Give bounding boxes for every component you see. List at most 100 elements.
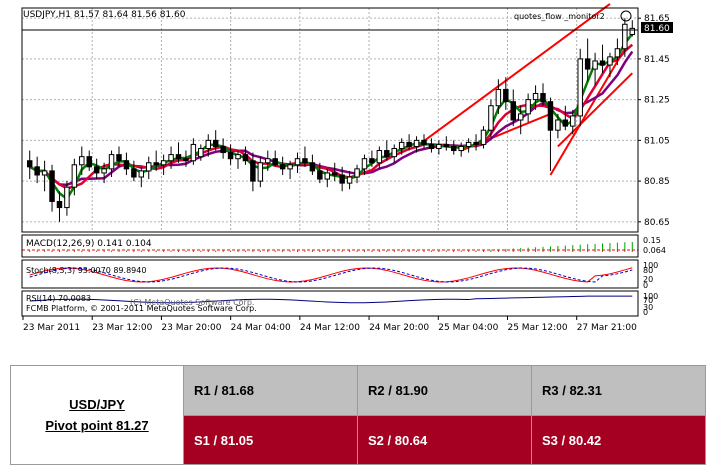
candle: [622, 23, 628, 50]
candle: [436, 143, 442, 150]
stoch-main: [29, 267, 633, 283]
time-tick-label: 23 Mar 12:00: [92, 323, 152, 333]
candle: [294, 158, 301, 166]
candle: [570, 115, 576, 127]
price-tick-label: 80.85: [644, 177, 670, 187]
indicator-tick-label: 80: [643, 266, 653, 275]
candle: [391, 148, 397, 158]
candle: [309, 162, 316, 172]
candle: [525, 99, 531, 115]
stoch-signal: [29, 267, 633, 283]
candle: [212, 139, 219, 147]
indicator-tick-label: 0.064: [643, 246, 666, 255]
candle: [517, 113, 524, 121]
candle: [56, 200, 63, 209]
candle: [146, 162, 152, 172]
candle: [532, 93, 539, 101]
candle: [198, 148, 204, 158]
candle: [458, 145, 464, 152]
candle: [138, 170, 145, 178]
indicator-tick-label: 100: [643, 261, 658, 270]
candle: [428, 143, 435, 150]
candle: [287, 164, 293, 170]
s2-cell: S2 / 80.64: [357, 415, 532, 465]
candle: [577, 58, 583, 117]
clock-icon: [620, 10, 632, 22]
candle: [131, 168, 137, 178]
panel-frame: [21, 7, 639, 233]
moving-averages: [29, 33, 634, 201]
candle: [26, 160, 33, 168]
candles: [26, 18, 636, 222]
candle: [183, 158, 189, 162]
time-tick-label: 24 Mar 04:00: [231, 323, 291, 333]
time-tick-label: 25 Mar 04:00: [438, 323, 498, 333]
candle: [41, 170, 48, 176]
rsi-label: RSI(14) 70.0083: [26, 294, 91, 303]
candle: [592, 60, 598, 70]
indicator-tick-label: 30: [643, 303, 653, 312]
candle: [317, 170, 323, 180]
candle: [220, 145, 226, 154]
chart-header: USDJPY,H1 81.57 81.64 81.56 81.60: [23, 10, 186, 20]
candle: [480, 129, 487, 145]
candle: [79, 156, 85, 166]
price-tick-label: 81.25: [644, 96, 670, 106]
candle: [302, 158, 308, 164]
watermark: (C) MetaQuotes Software Corp.: [130, 298, 254, 307]
candle: [413, 139, 420, 147]
time-tick-label: 24 Mar 20:00: [369, 323, 429, 333]
candle: [406, 141, 412, 147]
indicator-tick-label: 0: [643, 281, 648, 290]
candle: [510, 101, 516, 121]
price-tick-label: 80.65: [644, 218, 670, 228]
r2-cell: R2 / 81.90: [357, 365, 532, 416]
candle: [242, 154, 249, 162]
ma-line: [29, 33, 634, 201]
indicator-tick-label: 0: [643, 308, 648, 317]
candle: [86, 156, 92, 168]
candle: [175, 154, 182, 160]
candle: [465, 141, 472, 147]
candle: [614, 48, 621, 58]
candle: [346, 176, 353, 184]
candle: [421, 139, 427, 145]
candle: [93, 166, 100, 174]
pivot-table: USD/JPY Pivot point 81.27 R1 / 81.68 R2 …: [10, 365, 706, 465]
price-tick-label: 81.65: [644, 14, 670, 24]
chart-svg[interactable]: 81.65 81.45 81.25 81.05 80.85 80.65 0.150.064 1…: [0, 0, 719, 345]
candle: [279, 164, 286, 170]
trendline: [415, 3, 611, 148]
candle: [123, 160, 130, 170]
s1-cell: S1 / 81.05: [183, 415, 358, 465]
price-chart[interactable]: 81.65 81.45 81.25 81.05 80.85 80.65 0.15 0.064 1…: [0, 0, 719, 345]
pair-name: USD/JPY: [69, 397, 125, 412]
indicator-label: quotes_flow _monitor2: [514, 12, 605, 21]
candle: [361, 158, 368, 170]
candle: [250, 160, 256, 182]
candle: [599, 60, 606, 66]
candle: [369, 158, 375, 164]
indicator-tick-label: 0.15: [643, 236, 661, 245]
panel-frames: [21, 7, 639, 317]
indicator-tick-label: 100: [643, 292, 658, 301]
candle: [547, 101, 554, 131]
candle: [160, 160, 167, 166]
r1-cell: R1 / 81.68: [183, 365, 358, 416]
candle: [540, 93, 546, 103]
time-axis: 23 Mar 2011 23 Mar 12:00 23 Mar 20:00 24 Ma…: [22, 316, 637, 333]
candle: [227, 152, 234, 160]
panel-frame: [21, 259, 639, 289]
candle: [503, 88, 509, 103]
candle: [101, 168, 107, 174]
time-tick-label: 24 Mar 12:00: [300, 323, 360, 333]
candle: [331, 172, 338, 176]
stoch-label: Stoch(8,3,3) 93.0070 89.8940: [26, 266, 146, 275]
candle: [71, 164, 78, 188]
trendline: [549, 48, 626, 176]
candle: [116, 154, 122, 162]
candle: [584, 58, 591, 70]
candle: [451, 145, 457, 152]
pair-cell: USD/JPY Pivot point 81.27: [10, 365, 184, 465]
pivot-point: Pivot point 81.27: [45, 418, 149, 433]
